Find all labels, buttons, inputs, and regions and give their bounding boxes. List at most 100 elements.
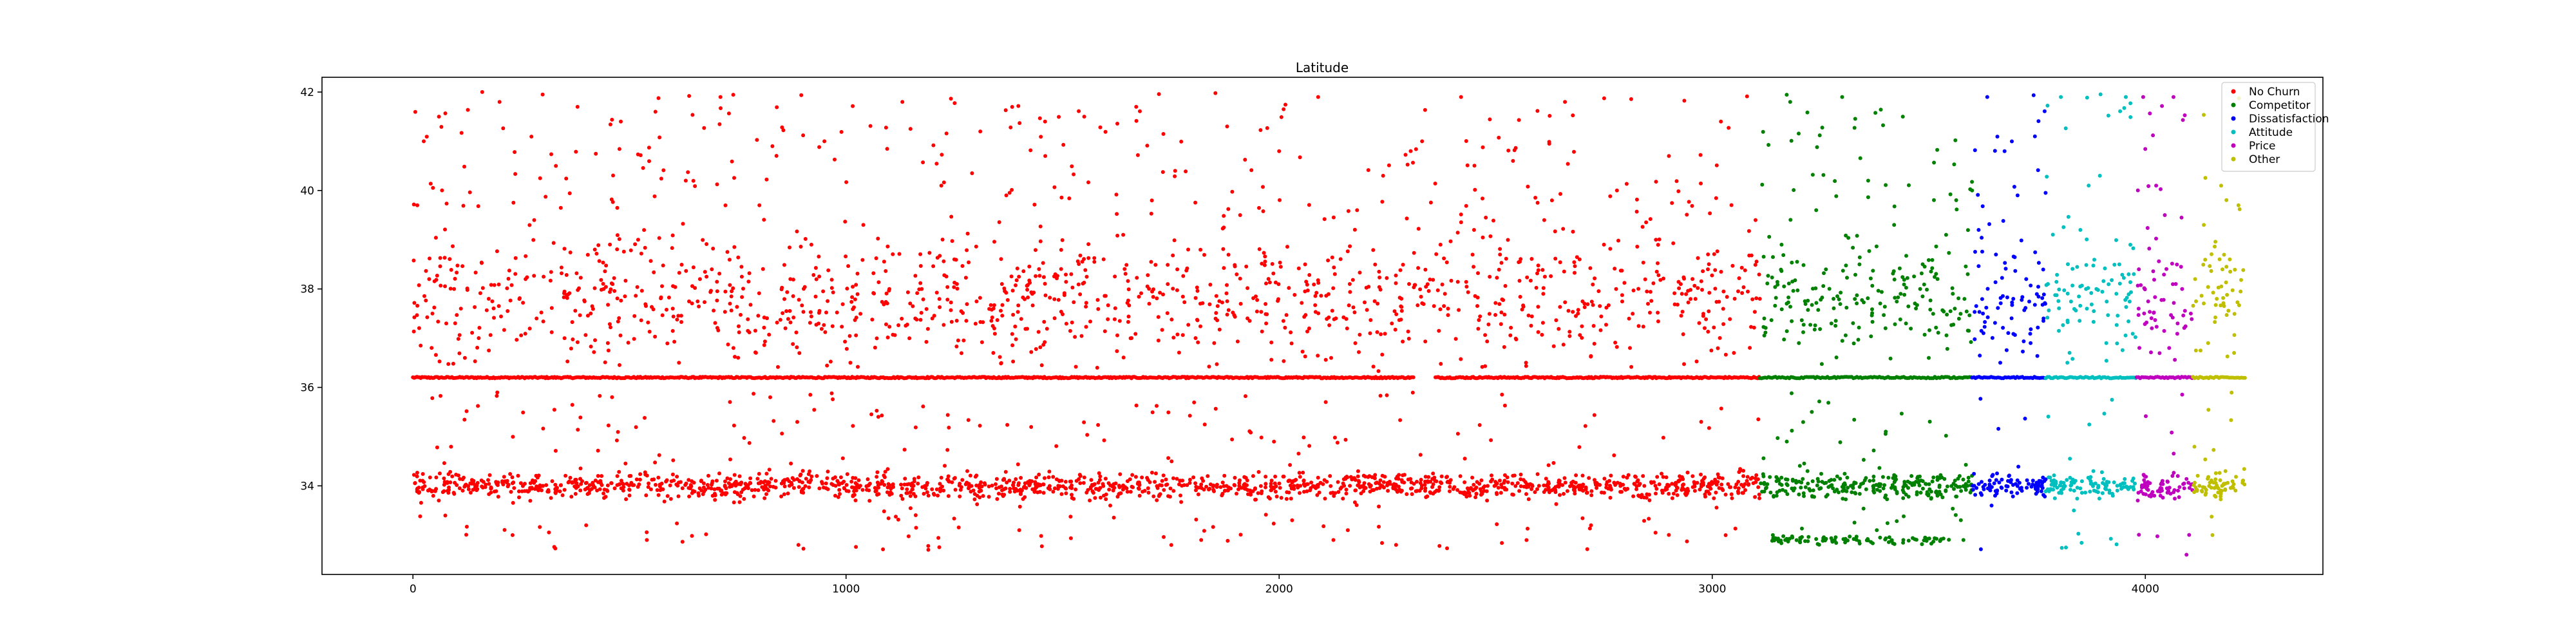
data-point [1562, 476, 1567, 480]
data-point [2020, 298, 2024, 302]
data-point [1978, 397, 1983, 401]
data-point [1379, 483, 1383, 488]
data-point [1788, 100, 1792, 104]
data-point [559, 265, 564, 270]
data-point [748, 476, 753, 480]
data-point [1657, 237, 1662, 242]
data-point [1995, 135, 2000, 139]
data-point [1680, 292, 1684, 296]
data-point [1316, 311, 1321, 316]
data-point [675, 317, 679, 322]
data-point [1405, 216, 1409, 221]
data-point [1515, 481, 1520, 486]
data-point [1761, 129, 1765, 134]
data-point [750, 488, 754, 493]
data-point [1926, 258, 1931, 262]
data-point [869, 412, 874, 417]
data-point [1117, 319, 1122, 323]
data-point [647, 481, 651, 486]
data-point [1018, 121, 1022, 126]
data-point [963, 276, 968, 280]
data-point [558, 489, 562, 493]
data-point [1565, 489, 1569, 493]
data-point [417, 326, 421, 330]
data-point [1861, 506, 1866, 511]
data-point [1739, 265, 1744, 270]
data-point [1882, 313, 1886, 317]
data-point [1739, 482, 1744, 487]
data-point [1484, 215, 1488, 220]
data-point [550, 479, 554, 484]
data-point [1838, 440, 1842, 444]
data-point [1775, 279, 1779, 284]
data-point [791, 486, 796, 490]
data-point [1973, 337, 1977, 341]
data-point [496, 495, 500, 499]
data-point [1793, 278, 1797, 283]
data-point [1589, 489, 1594, 493]
data-point [1624, 182, 1629, 186]
data-point [1408, 477, 1413, 481]
data-point [1680, 310, 1685, 314]
data-point [1056, 274, 1059, 278]
data-point [1820, 296, 1824, 299]
data-point [487, 482, 491, 486]
data-point [1484, 489, 1489, 493]
data-point [958, 482, 962, 486]
data-point [1712, 325, 1716, 330]
data-point [1902, 292, 1907, 297]
data-point [661, 263, 665, 268]
data-point [1857, 485, 1862, 489]
data-point [1126, 314, 1131, 319]
data-point [615, 247, 620, 252]
data-point [905, 323, 909, 327]
data-point [649, 487, 653, 491]
data-point [1211, 484, 1215, 489]
data-point [1412, 251, 1416, 255]
data-point [453, 276, 457, 281]
data-point [528, 481, 533, 486]
data-point [1852, 480, 1857, 485]
data-point [926, 544, 931, 548]
data-point [1261, 209, 1265, 213]
data-point [1712, 252, 1716, 256]
data-point [1117, 485, 1122, 489]
data-point [1906, 304, 1911, 308]
data-point [1302, 489, 1306, 494]
data-point [1781, 253, 1786, 258]
data-point [509, 489, 513, 494]
data-point [1316, 475, 1320, 480]
data-point [1411, 375, 1416, 379]
data-point [796, 543, 800, 547]
data-point [783, 326, 788, 330]
data-point [484, 482, 488, 487]
data-point [412, 202, 416, 207]
data-point [1072, 300, 1076, 305]
data-point [1401, 339, 1405, 344]
data-point [1725, 295, 1729, 299]
data-point [1764, 486, 1768, 490]
data-point [1077, 477, 1081, 481]
data-point [654, 482, 658, 487]
data-point [995, 318, 999, 322]
data-point [531, 238, 536, 242]
data-point [650, 305, 654, 309]
data-point [1104, 492, 1108, 497]
data-point [1747, 229, 1751, 233]
data-point [1959, 489, 1964, 493]
data-point [762, 339, 767, 344]
data-point [1794, 538, 1799, 542]
data-point [744, 484, 749, 488]
data-point [1938, 539, 1942, 544]
data-point [457, 333, 462, 337]
data-point [1857, 262, 1862, 267]
data-point [1165, 311, 1170, 316]
data-point [616, 319, 620, 324]
data-point [1273, 280, 1278, 285]
data-point [461, 204, 466, 208]
data-point [608, 242, 612, 247]
data-point [1097, 471, 1101, 475]
data-point [1824, 480, 1828, 485]
data-point [1692, 283, 1697, 288]
data-point [1493, 313, 1497, 317]
